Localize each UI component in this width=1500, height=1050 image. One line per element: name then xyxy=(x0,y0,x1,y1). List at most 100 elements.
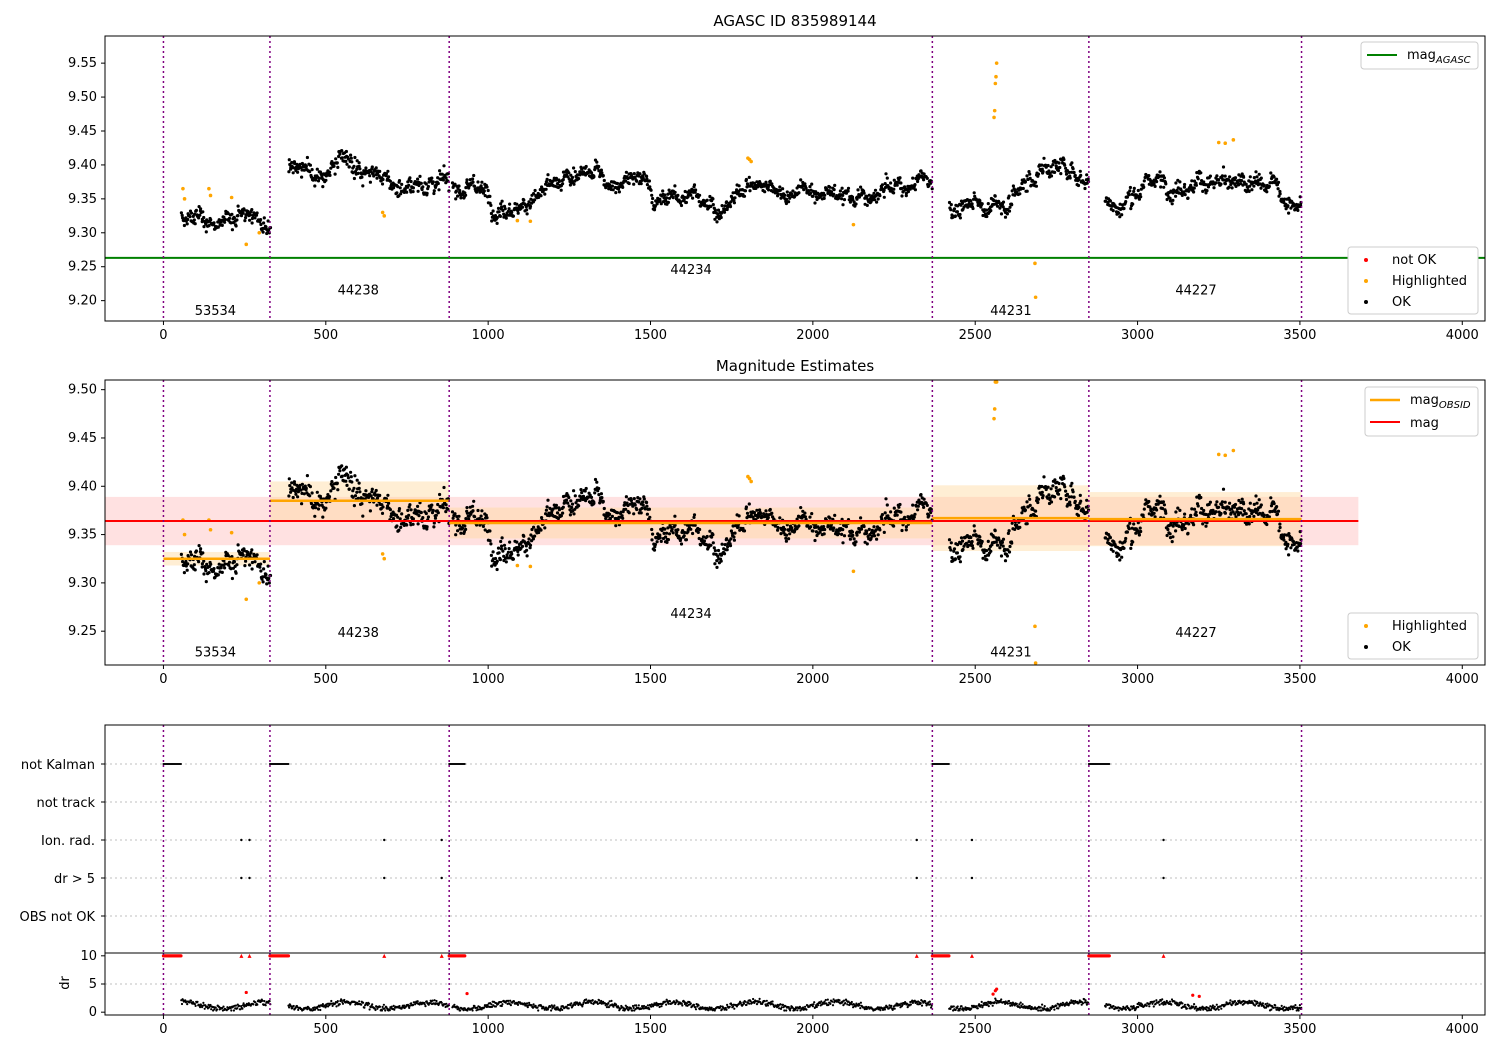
ok-point xyxy=(1160,178,1165,183)
ok-point xyxy=(351,495,355,499)
ok-point xyxy=(593,491,597,495)
dr-point xyxy=(607,1002,610,1005)
ok-point xyxy=(347,487,351,491)
ok-point xyxy=(1248,514,1252,519)
ok-point xyxy=(457,524,462,528)
ok-point xyxy=(1233,176,1238,180)
agasc-y-ticks: 9.209.259.309.359.409.459.509.55 xyxy=(68,56,105,309)
ok-point xyxy=(344,159,348,163)
ok-point xyxy=(720,204,724,208)
dr-point xyxy=(600,999,603,1003)
ok-point xyxy=(236,204,240,208)
ok-point xyxy=(967,540,971,544)
ok-point xyxy=(1240,497,1244,501)
ok-point xyxy=(677,534,681,538)
ok-point xyxy=(980,539,984,544)
ok-point xyxy=(1214,510,1218,514)
dr-point xyxy=(462,1009,465,1012)
ok-point xyxy=(679,203,684,208)
ok-point xyxy=(201,210,205,214)
ok-point xyxy=(411,186,415,190)
ok-point xyxy=(555,511,560,515)
ok-point xyxy=(783,193,787,197)
ok-point xyxy=(1221,487,1226,491)
ok-point xyxy=(1186,196,1190,200)
ok-point xyxy=(956,543,960,547)
ok-point xyxy=(396,185,400,189)
dr-point xyxy=(472,1006,475,1009)
ok-point xyxy=(801,509,805,513)
legend-ok-marker-2 xyxy=(1364,645,1368,649)
ok-point xyxy=(473,515,477,519)
dr-point xyxy=(658,1005,661,1009)
ok-point xyxy=(1077,178,1081,182)
ok-point xyxy=(308,485,312,489)
ok-point xyxy=(375,176,379,180)
ok-point xyxy=(854,540,858,544)
ion-rad-mark xyxy=(240,838,243,842)
agasc-panel: AGASC ID 835989144 535344423844234442314… xyxy=(68,12,1486,343)
ok-point xyxy=(1071,490,1075,494)
dr-point xyxy=(559,1007,563,1010)
ok-point xyxy=(1025,174,1029,178)
ok-point xyxy=(436,502,440,507)
ok-point xyxy=(489,553,493,558)
dr-point xyxy=(713,1009,716,1012)
dr-point xyxy=(526,1006,529,1009)
ok-point xyxy=(557,508,562,512)
ok-point xyxy=(776,528,780,532)
ok-point xyxy=(899,510,903,514)
ok-point xyxy=(406,180,410,184)
dr-point xyxy=(343,998,346,1002)
ok-point xyxy=(1064,489,1068,493)
ok-point xyxy=(1053,495,1057,499)
ok-point xyxy=(1010,521,1014,525)
ok-point xyxy=(600,496,604,500)
ok-point xyxy=(742,529,747,533)
ok-point xyxy=(1269,171,1273,175)
ok-point xyxy=(763,190,767,194)
ok-point xyxy=(1008,205,1012,209)
ok-point xyxy=(764,180,768,184)
ok-point xyxy=(701,535,706,539)
ok-point xyxy=(368,180,372,184)
dr-point xyxy=(473,1004,476,1008)
ok-point xyxy=(527,537,531,541)
obsid-label: 44227 xyxy=(1175,283,1216,298)
ion-rad-mark xyxy=(440,838,443,842)
ok-point xyxy=(1202,508,1206,513)
ok-point xyxy=(1272,175,1276,179)
ok-point xyxy=(872,191,876,195)
ok-point xyxy=(1217,178,1221,182)
ok-point xyxy=(884,497,888,501)
ok-point xyxy=(500,205,504,209)
ok-point xyxy=(1186,531,1190,536)
ok-point xyxy=(261,580,265,584)
ok-point xyxy=(716,554,720,558)
ok-point xyxy=(1079,499,1083,503)
highlighted-point xyxy=(994,380,999,384)
ok-point xyxy=(1108,199,1112,203)
dr-point xyxy=(646,1004,650,1007)
ok-point xyxy=(337,154,341,159)
dr-point xyxy=(581,1005,584,1008)
ok-point xyxy=(481,524,485,529)
ok-point xyxy=(572,512,576,516)
ok-point xyxy=(561,182,565,186)
dr-point xyxy=(423,1003,426,1006)
ok-point xyxy=(1047,493,1051,497)
ok-point xyxy=(679,542,684,546)
ok-point xyxy=(708,529,712,533)
ok-point xyxy=(564,498,569,502)
ok-point xyxy=(400,182,404,186)
ok-point xyxy=(832,188,836,192)
ok-point xyxy=(357,161,361,165)
ok-point xyxy=(1196,177,1200,181)
ok-point xyxy=(554,506,558,510)
ok-point xyxy=(1174,510,1178,514)
ok-point xyxy=(440,172,444,176)
ok-point xyxy=(287,170,291,174)
ok-point xyxy=(922,497,926,501)
ok-point xyxy=(495,216,499,220)
ok-point xyxy=(597,493,601,497)
